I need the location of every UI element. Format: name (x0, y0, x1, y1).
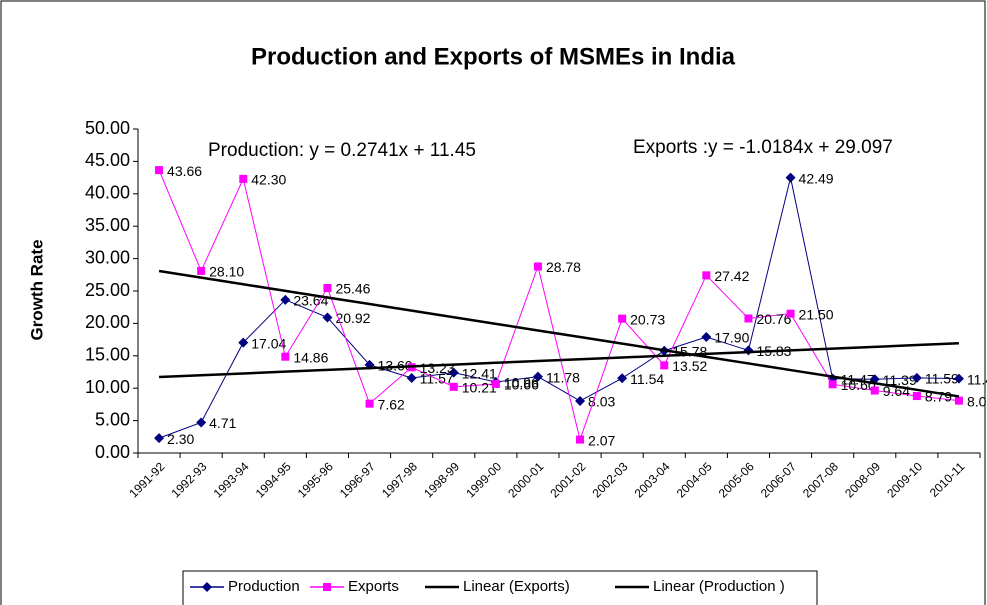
marker (365, 399, 374, 408)
trend-line (158, 269, 960, 398)
marker (238, 337, 249, 348)
data-label: 8.08 (967, 393, 987, 409)
marker (323, 284, 332, 293)
data-label: 21.50 (799, 306, 834, 322)
data-label: 10.66 (504, 377, 539, 393)
marker (491, 379, 500, 388)
marker (785, 172, 796, 183)
marker (575, 395, 586, 406)
y-tick-label: 0.00 (95, 442, 130, 462)
y-tick-label: 15.00 (85, 345, 130, 365)
y-tick-label: 30.00 (85, 247, 130, 267)
annotation: Exports :y = -1.0184x + 29.097 (633, 137, 893, 158)
data-label: 28.78 (546, 259, 581, 275)
data-label: 11.48 (967, 371, 987, 387)
marker (618, 314, 627, 323)
marker (786, 309, 795, 318)
marker (954, 396, 963, 405)
data-label: 43.66 (167, 163, 202, 179)
y-tick-label: 35.00 (85, 215, 130, 235)
marker (155, 166, 164, 175)
y-tick-label: 5.00 (95, 409, 130, 429)
marker (912, 392, 921, 401)
marker (911, 372, 922, 383)
data-label: 13.23 (420, 360, 455, 376)
marker (280, 294, 291, 305)
legend-marker (323, 583, 331, 591)
data-label: 20.92 (335, 310, 370, 326)
y-axis-label: Growth Rate (27, 239, 46, 340)
annotation: Production: y = 0.2741x + 11.45 (208, 140, 476, 161)
data-label: 10.96 (504, 375, 539, 391)
chart-title: Production and Exports of MSMEs in India (251, 43, 736, 70)
marker (701, 332, 712, 343)
data-label: 13.52 (672, 358, 707, 374)
data-label: 11.54 (630, 371, 664, 387)
data-label: 2.07 (588, 432, 615, 448)
marker (617, 373, 628, 384)
marker (828, 380, 837, 389)
data-label: 8.03 (588, 394, 615, 410)
data-label: 14.86 (293, 349, 328, 365)
data-label: 11.59 (925, 371, 959, 387)
marker (660, 361, 669, 370)
marker (154, 433, 165, 444)
marker (197, 266, 206, 275)
marker (702, 271, 711, 280)
marker (576, 435, 585, 444)
y-tick-label: 45.00 (85, 150, 130, 170)
data-label: 12.41 (462, 365, 497, 381)
marker (532, 371, 543, 382)
data-label: 10.21 (462, 380, 497, 396)
legend-label: Linear (Exports) (463, 578, 570, 595)
marker (239, 174, 248, 183)
y-tick-label: 40.00 (85, 183, 130, 203)
data-label: 17.04 (251, 335, 286, 351)
y-tick-label: 20.00 (85, 312, 130, 332)
data-label: 2.30 (167, 431, 194, 447)
data-label: 25.46 (335, 281, 370, 297)
marker (744, 314, 753, 323)
data-label: 17.90 (714, 330, 749, 346)
marker (533, 262, 542, 271)
legend-label: Production (228, 578, 300, 595)
legend-box (182, 570, 818, 605)
data-label: 11.39 (883, 372, 917, 388)
marker (322, 312, 333, 323)
marker (406, 373, 417, 384)
legend: Production Exports Linear (Exports) Linear … (182, 570, 818, 605)
y-tick-label: 10.00 (85, 377, 130, 397)
data-label: 27.42 (714, 268, 749, 284)
marker (196, 417, 207, 428)
marker (953, 373, 964, 384)
data-label: 20.73 (630, 311, 665, 327)
trend-line (158, 342, 960, 379)
series-line (158, 177, 959, 439)
legend-label: Exports (348, 578, 399, 595)
data-label: 7.62 (378, 396, 405, 412)
y-tick-label: 25.00 (85, 280, 130, 300)
marker (870, 386, 879, 395)
data-label: 42.30 (251, 172, 286, 188)
data-label: 20.76 (756, 311, 791, 327)
legend-label: Linear (Production ) (653, 578, 785, 595)
data-label: 13.60 (378, 358, 413, 374)
legend-marker (202, 582, 212, 592)
data-label: 11.78 (546, 369, 580, 385)
marker (449, 382, 458, 391)
marker (281, 352, 290, 361)
data-label: 42.49 (799, 170, 834, 186)
marker (448, 367, 459, 378)
data-label: 28.10 (209, 264, 244, 280)
series-line (158, 169, 960, 442)
y-tick-label: 50.00 (85, 118, 130, 138)
data-label: 4.71 (209, 415, 236, 431)
